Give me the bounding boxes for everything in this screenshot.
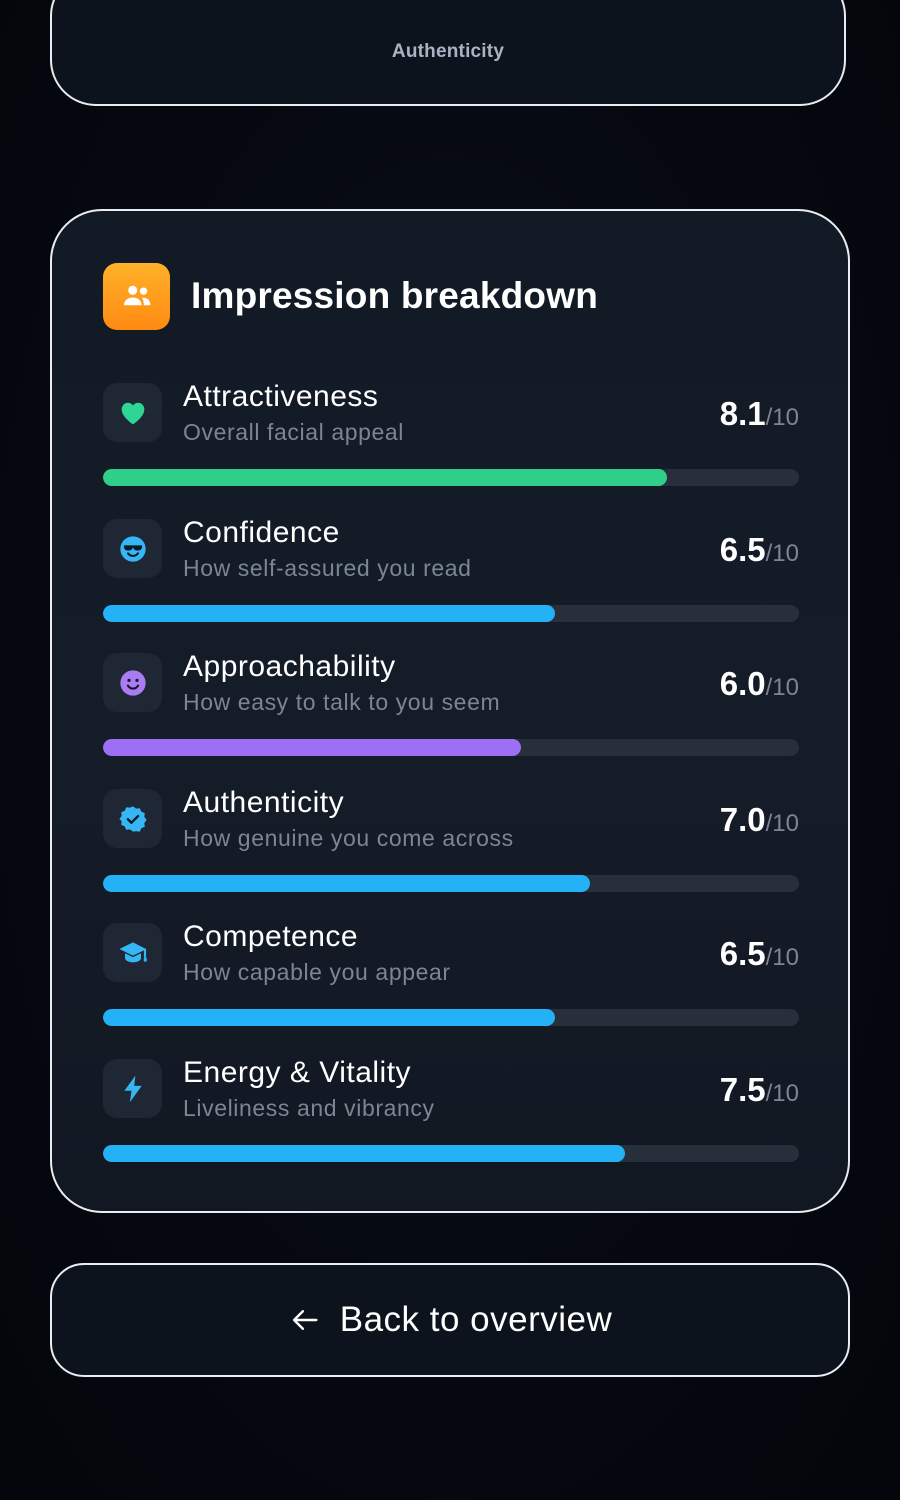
metric-description: Liveliness and vibrancy (183, 1095, 435, 1121)
card-title: Impression breakdown (191, 275, 598, 316)
card-header: Impression breakdown (103, 262, 598, 330)
score-value: 6.5 (719, 531, 766, 568)
progress-bar (103, 875, 799, 892)
score-value: 7.5 (719, 1071, 766, 1108)
progress-bar (103, 469, 799, 486)
metric-score: 7.0/10 (720, 801, 799, 839)
score-value: 8.1 (719, 395, 766, 432)
metric-name: Competence (183, 920, 359, 953)
progress-bar (103, 1009, 799, 1026)
metric-approachability: Approachability How easy to talk to you … (103, 650, 799, 773)
verified-badge-icon (103, 789, 162, 848)
progress-bar-fill (103, 1009, 556, 1026)
smiley-icon (103, 653, 162, 712)
score-max: /10 (765, 1080, 799, 1107)
progress-bar (103, 1145, 799, 1162)
metric-description: How genuine you come across (183, 825, 514, 851)
metric-score: 6.5/10 (720, 935, 799, 973)
cool-face-icon (103, 519, 162, 578)
graduation-cap-icon (103, 923, 162, 982)
progress-bar-fill (103, 605, 556, 622)
progress-bar-fill (103, 739, 521, 756)
score-value: 6.0 (719, 665, 766, 702)
score-max: /10 (765, 540, 799, 567)
previous-card-label: Authenticity (391, 41, 505, 62)
score-max: /10 (765, 404, 799, 431)
metric-name: Attractiveness (183, 380, 379, 413)
metric-description: How self-assured you read (183, 555, 472, 581)
score-value: 7.0 (719, 801, 766, 838)
back-to-overview-button[interactable]: Back to overview (50, 1263, 850, 1377)
score-value: 6.5 (719, 935, 766, 972)
arrow-left-icon (288, 1303, 322, 1337)
metric-score: 7.5/10 (720, 1071, 799, 1109)
metric-authenticity: Authenticity How genuine you come across… (103, 786, 799, 909)
previous-card: Authenticity (50, 0, 846, 106)
metric-competence: Competence How capable you appear 6.5/10 (103, 920, 799, 1043)
metric-name: Authenticity (183, 786, 345, 819)
heart-icon (103, 383, 162, 442)
metric-score: 6.5/10 (720, 531, 799, 569)
progress-bar (103, 739, 799, 756)
metric-attractiveness: Attractiveness Overall facial appeal 8.1… (103, 380, 799, 503)
lightning-icon (103, 1059, 162, 1118)
progress-bar-fill (103, 875, 591, 892)
progress-bar-fill (103, 1145, 625, 1162)
metric-name: Energy & Vitality (183, 1056, 412, 1089)
metric-name: Confidence (183, 516, 340, 549)
progress-bar-fill (103, 469, 667, 486)
score-max: /10 (765, 810, 799, 837)
metric-description: How easy to talk to you seem (183, 689, 501, 715)
metric-description: How capable you appear (183, 959, 451, 985)
score-max: /10 (765, 674, 799, 701)
people-icon (103, 262, 170, 330)
back-button-label: Back to overview (339, 1300, 613, 1339)
metric-score: 6.0/10 (720, 665, 799, 703)
metric-name: Approachability (183, 650, 396, 683)
metric-description: Overall facial appeal (183, 419, 404, 445)
impression-breakdown-card: Impression breakdown Attractiveness Over… (50, 209, 850, 1213)
metric-confidence: Confidence How self-assured you read 6.5… (103, 516, 799, 639)
score-max: /10 (765, 944, 799, 971)
progress-bar (103, 605, 799, 622)
metric-score: 8.1/10 (720, 395, 799, 433)
metric-energy-vitality: Energy & Vitality Liveliness and vibranc… (103, 1056, 799, 1179)
